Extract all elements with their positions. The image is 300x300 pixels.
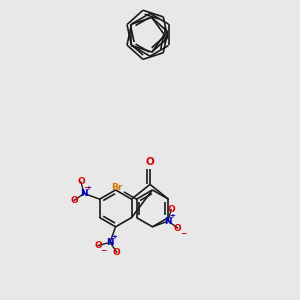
Text: O: O (113, 248, 121, 257)
Text: O: O (174, 224, 182, 232)
Text: O: O (70, 196, 78, 205)
Text: −: − (83, 183, 89, 192)
Text: +: + (111, 234, 117, 240)
Text: N: N (164, 217, 172, 226)
Text: O: O (167, 205, 175, 214)
Text: O: O (146, 157, 154, 167)
Text: +: + (85, 185, 91, 191)
Text: −: − (100, 246, 107, 255)
Text: N: N (106, 238, 114, 247)
Text: O: O (77, 177, 85, 186)
Text: −: − (180, 229, 186, 238)
Text: O: O (94, 241, 102, 250)
Text: N: N (80, 189, 88, 198)
Text: Br: Br (111, 183, 122, 192)
Text: +: + (169, 213, 175, 219)
